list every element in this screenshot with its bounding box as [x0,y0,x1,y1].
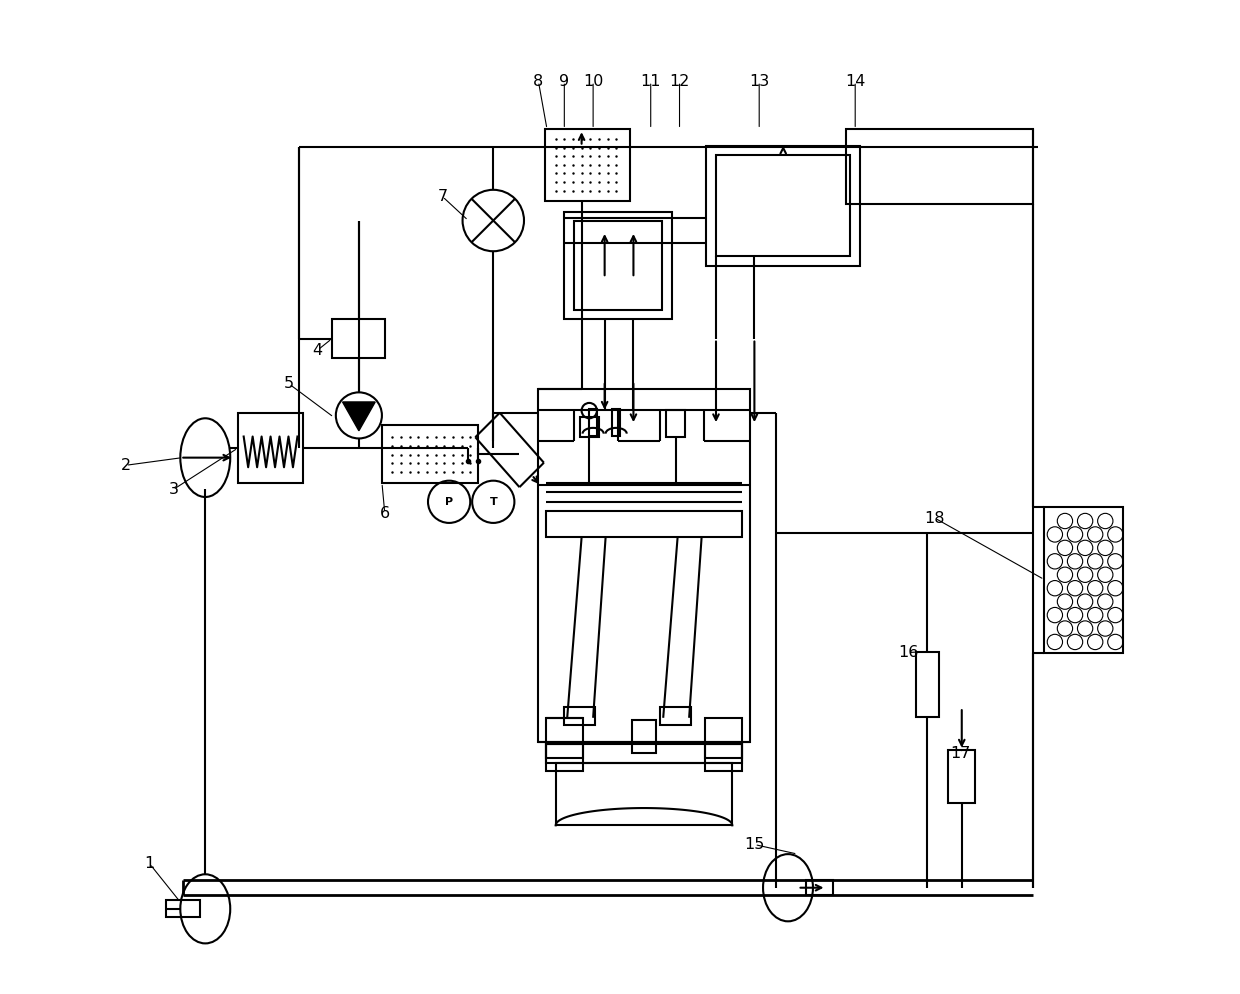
Polygon shape [342,402,376,430]
Bar [574,222,662,310]
Bar [546,718,583,758]
Text: 4: 4 [312,343,322,358]
Text: 14: 14 [844,74,866,88]
Text: P: P [445,497,453,507]
Bar [546,511,742,538]
Bar [538,389,750,742]
Text: 16: 16 [898,645,918,660]
Bar [332,319,384,358]
Text: 1: 1 [145,856,155,871]
Text: 3: 3 [169,482,179,497]
Bar [915,651,939,717]
Bar [382,425,477,483]
Text: 5: 5 [284,376,294,392]
Text: 6: 6 [379,506,389,521]
Bar [715,155,851,256]
Text: 8: 8 [533,74,543,88]
Bar [661,708,691,725]
Bar [546,744,583,770]
Bar [579,417,599,436]
Bar [166,901,200,916]
Bar [546,744,742,763]
Bar [546,129,630,202]
Bar [613,409,620,435]
Text: 12: 12 [670,74,689,88]
Bar [564,212,672,319]
Text: 13: 13 [749,74,769,88]
Text: 10: 10 [583,74,604,88]
Text: T: T [490,497,497,507]
Bar [589,409,596,435]
Bar [666,410,686,436]
Text: 18: 18 [925,511,945,526]
Text: 15: 15 [744,837,765,852]
Text: 9: 9 [559,74,569,88]
Text: 11: 11 [641,74,661,88]
Bar [1044,507,1123,652]
Text: 2: 2 [120,458,130,473]
Bar [556,763,733,825]
Bar [706,744,742,770]
Bar [949,750,975,803]
Bar [564,708,595,725]
Bar [846,129,1033,204]
Text: 17: 17 [951,746,971,760]
Bar [707,146,861,265]
Bar [632,720,656,753]
Bar [706,718,742,758]
Bar [806,880,833,896]
Text: 7: 7 [438,189,448,204]
Bar [238,414,304,483]
